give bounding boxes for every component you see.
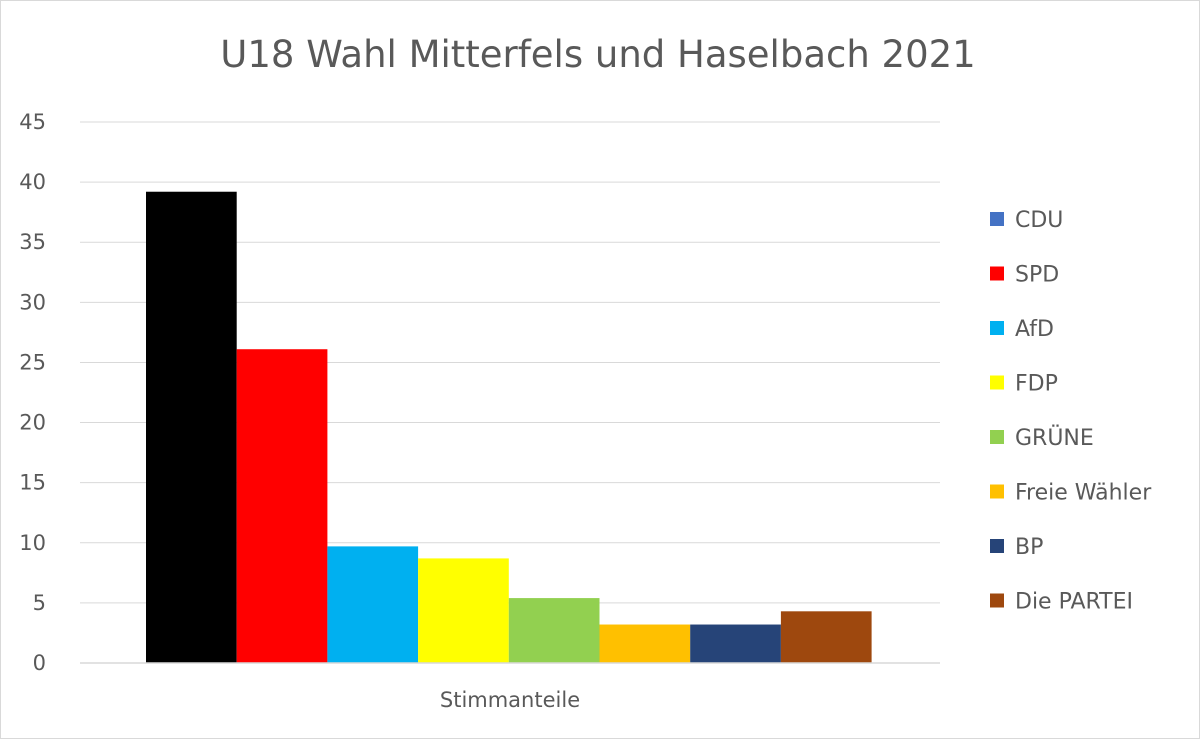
legend-label: CDU [1015,208,1063,233]
bar-afd [327,546,419,663]
bar-fdp [418,558,509,663]
legend-label: AfD [1015,317,1054,342]
bar-cdu [146,191,237,663]
legend-swatch [990,212,1004,226]
legend: CDU SPD AfD FDP GRÜNE Freie Wähler BP Die PARTE… [990,208,1152,615]
bars [146,191,872,663]
y-tick-label: 15 [19,471,46,495]
y-tick-label: 10 [19,531,46,555]
y-tick-label: 40 [19,170,46,194]
bar-grüne [508,598,600,663]
legend-label: BP [1015,535,1043,560]
legend-swatch [990,593,1004,608]
bar-die-partei [780,611,872,663]
bar-spd [236,349,328,663]
y-tick-label: 0 [33,651,46,675]
y-tick-label: 30 [19,290,46,314]
legend-swatch [990,321,1004,335]
y-tick-label: 5 [33,591,46,615]
legend-label: GRÜNE [1015,425,1094,451]
legend-swatch [990,375,1004,390]
x-category-label: Stimmanteile [440,688,580,712]
y-tick-label: 35 [19,230,46,254]
legend-swatch [990,539,1004,553]
y-axis-ticks: 0 5 10 15 20 25 30 35 40 45 [19,110,46,675]
y-tick-label: 25 [19,350,46,374]
legend-label: FDP [1015,372,1058,397]
legend-swatch [990,484,1004,499]
legend-label: SPD [1015,263,1059,288]
legend-label: Freie Wähler [1015,481,1152,506]
bar-freie-wähler [599,624,691,663]
x-axis: Stimmanteile [80,662,940,712]
y-tick-label: 20 [19,411,46,435]
y-tick-label: 45 [19,110,46,134]
chart-title: U18 Wahl Mitterfels und Haselbach 2021 [220,33,975,76]
legend-label: Die PARTEI [1015,590,1133,615]
legend-swatch [990,430,1004,444]
bar-bp [690,624,781,663]
legend-swatch [990,266,1004,281]
